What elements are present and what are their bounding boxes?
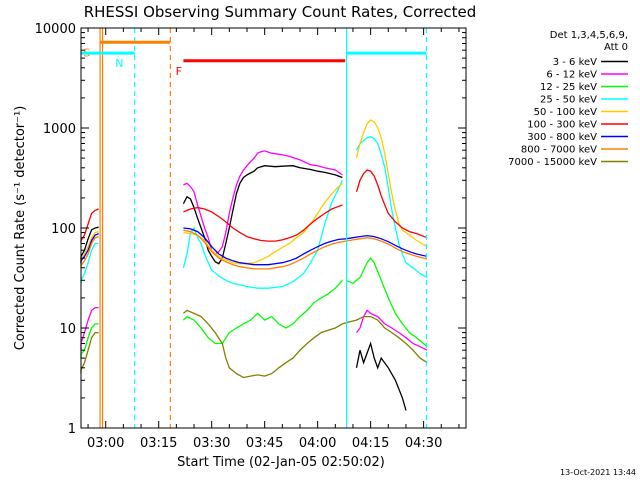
series-line-1-seg-1 <box>183 150 343 255</box>
y-axis: 1 10 100 1000 10000 <box>35 22 466 437</box>
series-line-5-seg-1 <box>183 204 343 242</box>
legend-header-0: Det 1,3,4,5,6,9, <box>550 30 628 41</box>
legend-label-2: 12 - 25 keV <box>540 82 597 93</box>
y-axis-label: Corrected Count Rate (s⁻¹ detector⁻¹) <box>13 106 28 351</box>
series-line-6-seg-1 <box>183 227 428 266</box>
series-line-0-seg-2 <box>355 341 407 411</box>
legend-label-3: 25 - 50 keV <box>540 95 597 106</box>
plot-frame <box>80 27 467 429</box>
series-line-0-seg-1 <box>182 165 343 265</box>
series-line-4-seg-2 <box>355 119 428 248</box>
legend-header-1: Att 0 <box>604 42 628 53</box>
x-tick-label-0: 03:00 <box>87 436 124 451</box>
legend-label-8: 7000 - 15000 keV <box>508 157 597 168</box>
x-tick-label-3: 03:45 <box>246 436 283 451</box>
series-line-5-seg-2 <box>355 169 428 239</box>
legend-label-4: 50 - 100 keV <box>534 107 598 118</box>
legend-label-1: 6 - 12 keV <box>546 70 597 81</box>
bar-layer: SNF <box>81 40 427 78</box>
series-line-7-seg-1 <box>183 229 428 270</box>
x-axis: 03:00 03:15 03:30 03:45 04:00 04:15 04:30 <box>87 28 460 451</box>
plot-layer <box>80 119 428 411</box>
legend-label-0: 3 - 6 keV <box>553 57 597 68</box>
state-bar-label-3: F <box>176 65 182 78</box>
series-line-2-seg-1 <box>182 279 343 345</box>
y-tick-label-1: 10 <box>59 322 76 337</box>
x-tick-label-5: 04:15 <box>352 436 389 451</box>
series-line-8-seg-1 <box>182 309 428 379</box>
legend-label-7: 800 - 7000 keV <box>521 145 597 156</box>
series-line-2-seg-2 <box>345 257 428 348</box>
x-axis-label: Start Time (02-Jan-05 02:50:02) <box>177 455 385 470</box>
render-timestamp: 13-Oct-2021 13:44 <box>560 468 636 477</box>
series-line-4-seg-1 <box>183 182 343 265</box>
state-bar-label-1: N <box>115 57 123 70</box>
series-line-3-seg-2 <box>355 135 428 279</box>
legend-label-6: 300 - 800 keV <box>527 132 597 143</box>
legend: Det 1,3,4,5,6,9,Att 0 3 - 6 keV 6 - 12 keV… <box>508 30 628 168</box>
x-tick-label-6: 04:30 <box>405 436 442 451</box>
y-tick-label-0: 1 <box>68 422 76 437</box>
series-line-2-seg-0 <box>80 323 99 359</box>
marker-layer <box>99 28 428 428</box>
x-tick-label-1: 03:15 <box>140 436 177 451</box>
x-tick-label-2: 03:30 <box>193 436 230 451</box>
legend-label-5: 100 - 300 keV <box>527 120 597 131</box>
y-tick-label-4: 10000 <box>35 22 76 37</box>
y-tick-label-2: 100 <box>51 222 76 237</box>
x-tick-label-4: 04:00 <box>299 436 336 451</box>
chart-title: RHESSI Observing Summary Count Rates, Co… <box>84 3 477 21</box>
y-tick-label-3: 1000 <box>43 122 76 137</box>
